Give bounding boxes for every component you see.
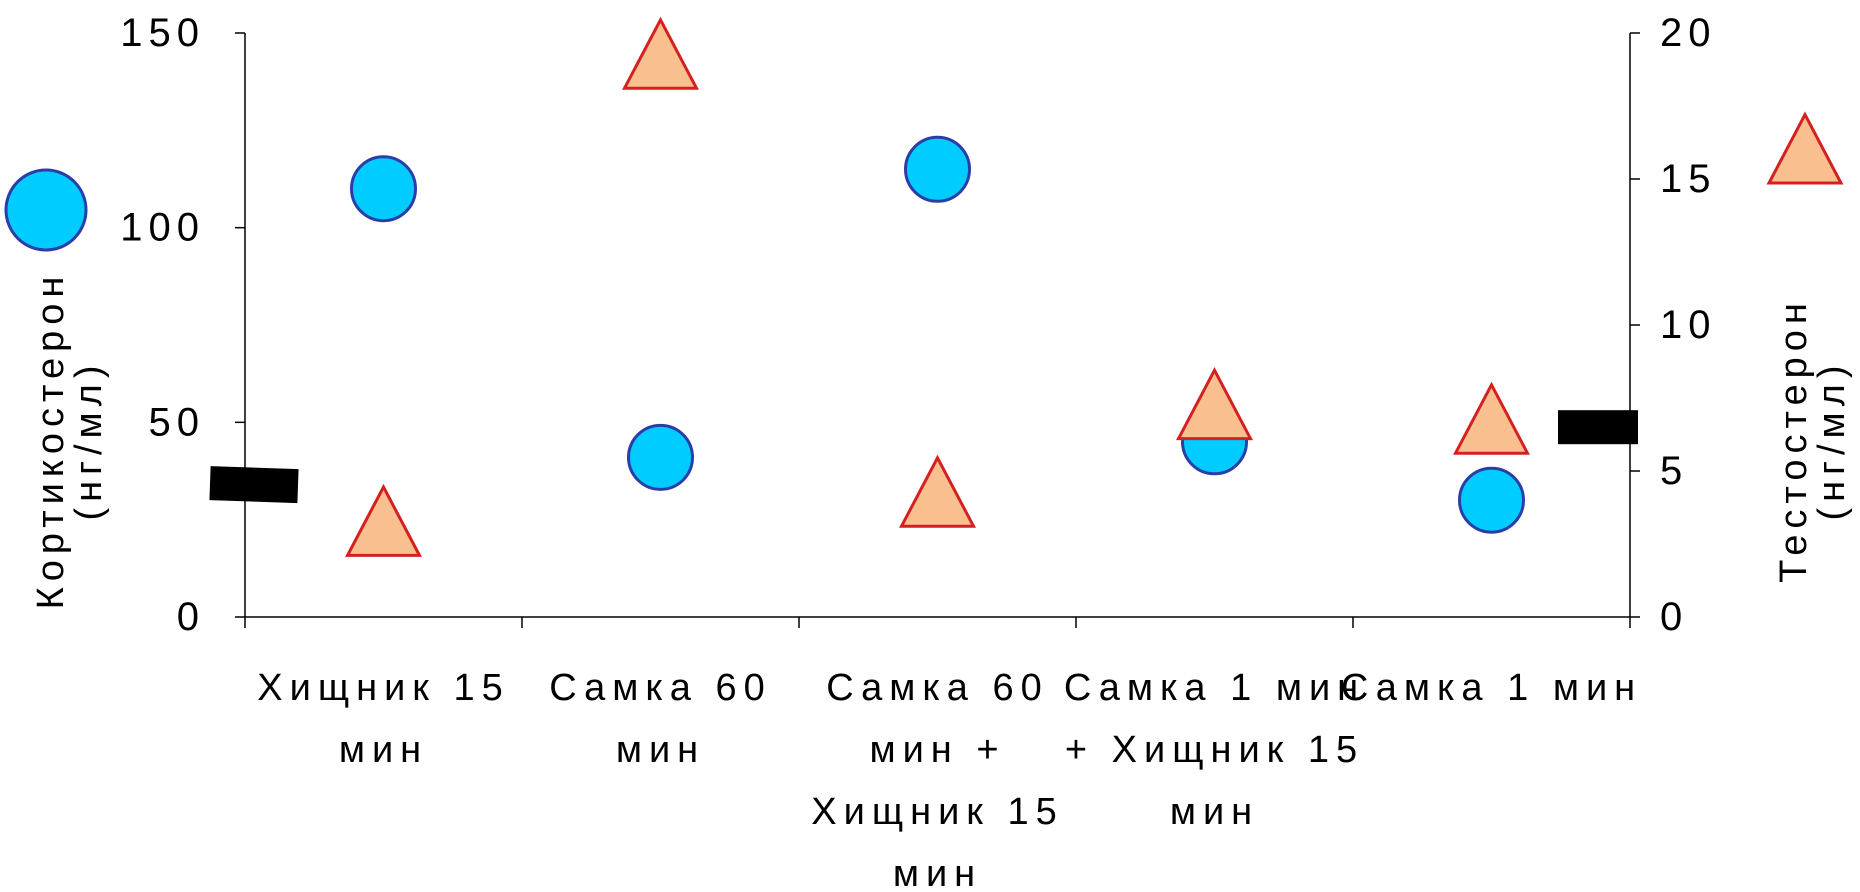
right-axis-title-line: Тестостерон xyxy=(1773,297,1815,583)
category-labels: Хищник 15 мин Самка 60 мин Самка 60 мин + Хищн… xyxy=(257,667,1642,892)
axes xyxy=(245,33,1630,628)
category-label-line: Самка 1 мин xyxy=(1341,667,1642,709)
category-label-line: мин xyxy=(616,729,705,771)
category-label: Самка 60 мин + Хищник 15 мин xyxy=(811,667,1064,892)
right-tick-label: 15 xyxy=(1660,157,1717,201)
testosterone-point xyxy=(1456,385,1528,453)
left-axis-legend-circle xyxy=(6,170,86,250)
category-label-line: мин xyxy=(1170,791,1259,833)
right-tick-label: 5 xyxy=(1660,449,1688,493)
category-label-line: мин xyxy=(339,729,428,771)
left-tick-label: 50 xyxy=(149,400,206,444)
category-label-line: Самка 1 мин xyxy=(1064,667,1365,709)
category-label-line: Самка 60 xyxy=(549,667,772,709)
testosterone-point xyxy=(902,458,974,526)
category-label: Самка 1 мин + Хищник 15 мин xyxy=(1064,667,1365,833)
left-tick-label: 0 xyxy=(177,595,205,639)
left-baseline-marker xyxy=(209,466,298,503)
right-axis-legend-triangle xyxy=(1769,115,1841,183)
category-label: Самка 1 мин xyxy=(1341,667,1642,709)
category-label-line: Хищник 15 xyxy=(811,791,1064,833)
right-baseline-marker xyxy=(1558,410,1638,444)
testosterone-point xyxy=(348,487,420,555)
right-tick-label: 20 xyxy=(1660,11,1717,55)
left-tick-label: 150 xyxy=(120,11,205,55)
corticosterone-point xyxy=(629,425,693,489)
category-label: Хищник 15 мин xyxy=(257,667,510,771)
right-tick-label: 0 xyxy=(1660,595,1688,639)
corticosterone-point xyxy=(352,157,416,221)
category-label: Самка 60 мин xyxy=(549,667,772,771)
category-label-line: Самка 60 xyxy=(826,667,1049,709)
category-label-line: мин + xyxy=(869,729,1005,771)
left-tick-label: 100 xyxy=(120,206,205,250)
right-axis-title: Тестостерон(нг/мл) xyxy=(1773,297,1853,583)
testosterone-point xyxy=(625,20,697,88)
category-label-line: мин xyxy=(893,853,982,892)
category-label-line: Хищник 15 xyxy=(257,667,510,709)
category-label-line: + Хищник 15 xyxy=(1065,729,1364,771)
corticosterone-point xyxy=(1460,468,1524,532)
right-tick-label: 10 xyxy=(1660,303,1717,347)
right-axis-title-line: (нг/мл) xyxy=(1811,359,1853,520)
left-axis-title-line: Кортикостерон xyxy=(30,271,72,610)
corticosterone-point xyxy=(906,137,970,201)
left-axis-title: Кортикостерон(нг/мл) xyxy=(30,271,110,610)
data-points xyxy=(348,20,1528,556)
testosterone-point xyxy=(1179,370,1251,438)
left-axis-title-line: (нг/мл) xyxy=(68,359,110,520)
